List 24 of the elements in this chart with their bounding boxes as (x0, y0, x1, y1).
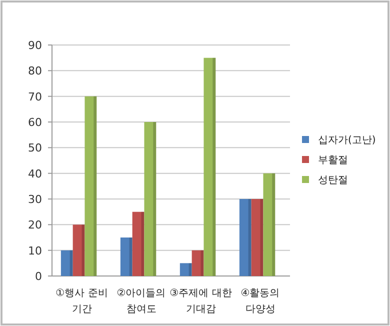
x-tick-label: ③주제에 대한 기대감 (170, 288, 232, 315)
legend-label: 부활절 (318, 155, 348, 166)
legend-label: 십자가(고난) (318, 135, 376, 146)
y-tick-label: 10 (28, 244, 42, 258)
y-tick-label: 60 (28, 116, 42, 129)
bar (239, 199, 252, 276)
y-tick-label: 30 (28, 193, 42, 206)
x-tick-label: ②아이들의 참여도 (116, 288, 166, 315)
bar (180, 263, 192, 276)
bar (120, 238, 132, 276)
y-tick-label: 70 (28, 90, 42, 104)
x-tick-label: ①행사 준비 기간 (56, 288, 108, 315)
y-tick-label: 40 (28, 167, 42, 180)
x-tick-label: ④활동의 다양성 (240, 288, 280, 315)
legend-label: 성탄절 (318, 175, 348, 186)
y-tick-label: 0 (35, 270, 42, 283)
y-tick-label: 50 (28, 142, 42, 155)
bar (144, 122, 156, 276)
y-tick-label: 20 (28, 218, 42, 232)
bar (84, 96, 97, 276)
y-tick-label: 90 (28, 39, 42, 52)
bar (60, 250, 73, 276)
y-tick-label: 80 (28, 64, 42, 78)
bar (204, 58, 216, 276)
